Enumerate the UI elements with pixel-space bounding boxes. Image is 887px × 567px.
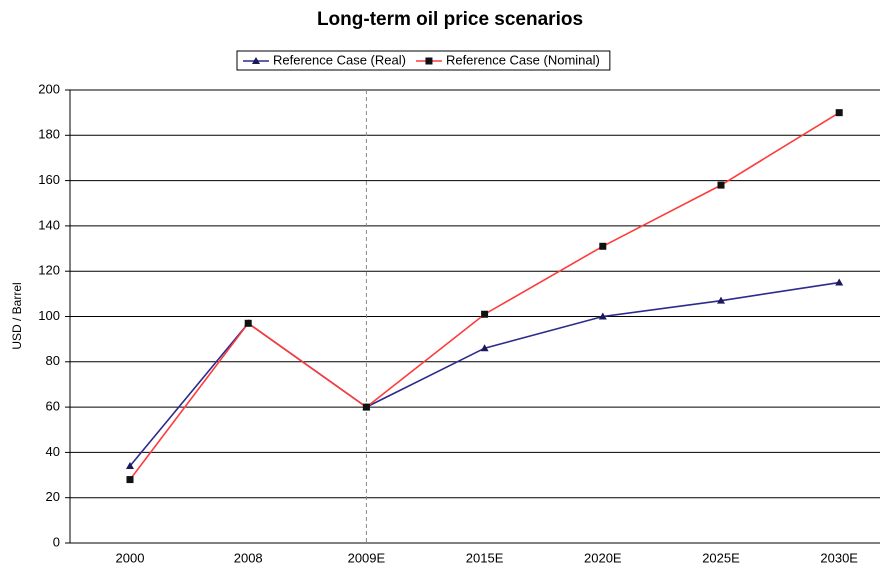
y-tick-label: 40 — [46, 444, 60, 459]
y-tick-label: 0 — [53, 534, 60, 549]
series-line — [129, 281, 840, 467]
y-tick-label: 180 — [38, 127, 60, 142]
x-tick-label: 2009E — [348, 550, 386, 565]
y-tick-label: 60 — [46, 399, 60, 414]
marker — [717, 181, 725, 189]
x-tick-label: 2015E — [466, 550, 504, 565]
marker — [835, 109, 843, 117]
y-tick-label: 100 — [38, 308, 60, 323]
y-axis-label: USD / Barrel — [10, 282, 24, 349]
x-tick-label: 2030E — [820, 550, 858, 565]
series-line — [129, 111, 840, 481]
y-tick-label: 20 — [46, 489, 60, 504]
marker — [717, 296, 725, 304]
marker — [480, 344, 489, 352]
marker — [481, 310, 489, 318]
marker — [126, 461, 134, 469]
marker — [599, 242, 607, 250]
legend-label: Reference Case (Real) — [273, 52, 406, 67]
marker — [252, 57, 260, 64]
marker — [835, 278, 844, 286]
y-tick-label: 120 — [38, 263, 60, 278]
x-tick-label: 2025E — [702, 550, 740, 565]
marker — [244, 319, 252, 327]
marker — [425, 57, 433, 65]
y-tick-label: 160 — [38, 172, 60, 187]
y-tick-label: 140 — [38, 217, 60, 232]
legend-label: Reference Case (Nominal) — [446, 52, 600, 67]
chart-title: Long-term oil price scenarios — [317, 9, 583, 30]
x-tick-label: 2008 — [234, 550, 263, 565]
x-tick-label: 2020E — [584, 550, 622, 565]
y-tick-label: 200 — [38, 81, 60, 96]
marker — [126, 476, 134, 484]
marker — [362, 403, 370, 411]
x-tick-label: 2000 — [116, 550, 145, 565]
y-tick-label: 80 — [46, 353, 60, 368]
marker — [598, 312, 607, 320]
